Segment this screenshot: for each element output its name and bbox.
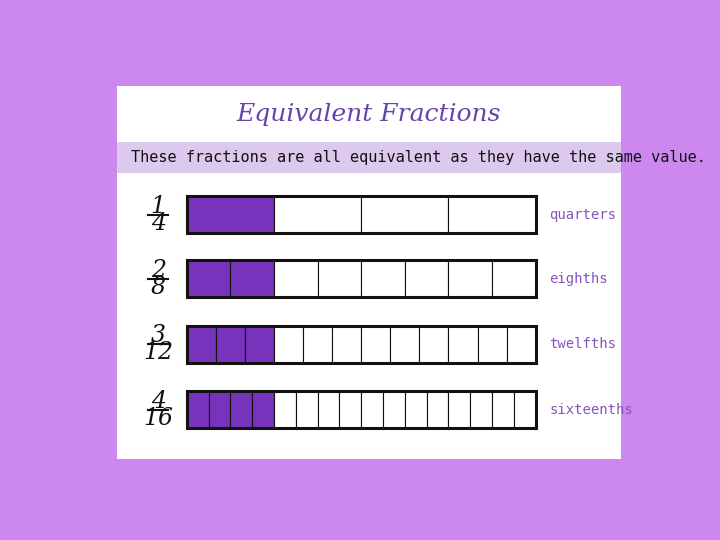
Bar <box>187 392 536 428</box>
Bar <box>361 326 390 363</box>
Bar <box>361 392 383 428</box>
Bar <box>187 260 230 298</box>
Bar <box>405 392 427 428</box>
Bar <box>361 260 405 298</box>
Bar <box>361 197 449 233</box>
Bar <box>187 197 536 233</box>
Bar <box>332 326 361 363</box>
Text: 1: 1 <box>150 195 166 218</box>
Bar <box>492 260 536 298</box>
Bar <box>449 197 536 233</box>
Bar <box>230 260 274 298</box>
Text: 2: 2 <box>150 259 166 282</box>
Bar <box>274 260 318 298</box>
Text: Equivalent Fractions: Equivalent Fractions <box>237 103 501 126</box>
Bar <box>274 392 296 428</box>
Text: 4: 4 <box>150 212 166 235</box>
Bar <box>245 326 274 363</box>
Bar <box>449 260 492 298</box>
Bar <box>252 392 274 428</box>
Bar <box>507 326 536 363</box>
Text: 12: 12 <box>143 341 174 365</box>
Bar <box>230 392 252 428</box>
Bar <box>449 326 477 363</box>
Bar <box>339 392 361 428</box>
Bar <box>303 326 332 363</box>
Bar <box>187 326 536 363</box>
Bar <box>117 86 621 459</box>
Bar <box>405 260 449 298</box>
Bar <box>318 260 361 298</box>
Bar <box>187 392 209 428</box>
Bar <box>383 392 405 428</box>
Bar <box>318 392 339 428</box>
Bar <box>274 326 303 363</box>
Text: 3: 3 <box>150 325 166 347</box>
Bar <box>209 392 230 428</box>
Bar <box>117 86 621 142</box>
Bar <box>187 326 216 363</box>
Bar <box>449 392 470 428</box>
Bar <box>427 392 449 428</box>
Bar <box>216 326 245 363</box>
Bar <box>274 197 361 233</box>
Bar <box>390 326 419 363</box>
Text: sixteenths: sixteenths <box>549 403 634 417</box>
Text: quarters: quarters <box>549 208 616 222</box>
Text: 8: 8 <box>150 276 166 299</box>
Bar <box>477 326 507 363</box>
Text: twelfths: twelfths <box>549 338 616 352</box>
Bar <box>187 197 274 233</box>
Bar <box>419 326 449 363</box>
Text: 16: 16 <box>143 407 174 430</box>
Text: 4: 4 <box>150 390 166 413</box>
Bar <box>117 142 621 173</box>
Bar <box>187 260 536 298</box>
Bar <box>470 392 492 428</box>
Bar <box>514 392 536 428</box>
Bar <box>492 392 514 428</box>
Text: eighths: eighths <box>549 272 608 286</box>
Bar <box>296 392 318 428</box>
Text: These fractions are all equivalent as they have the same value.: These fractions are all equivalent as th… <box>131 150 706 165</box>
